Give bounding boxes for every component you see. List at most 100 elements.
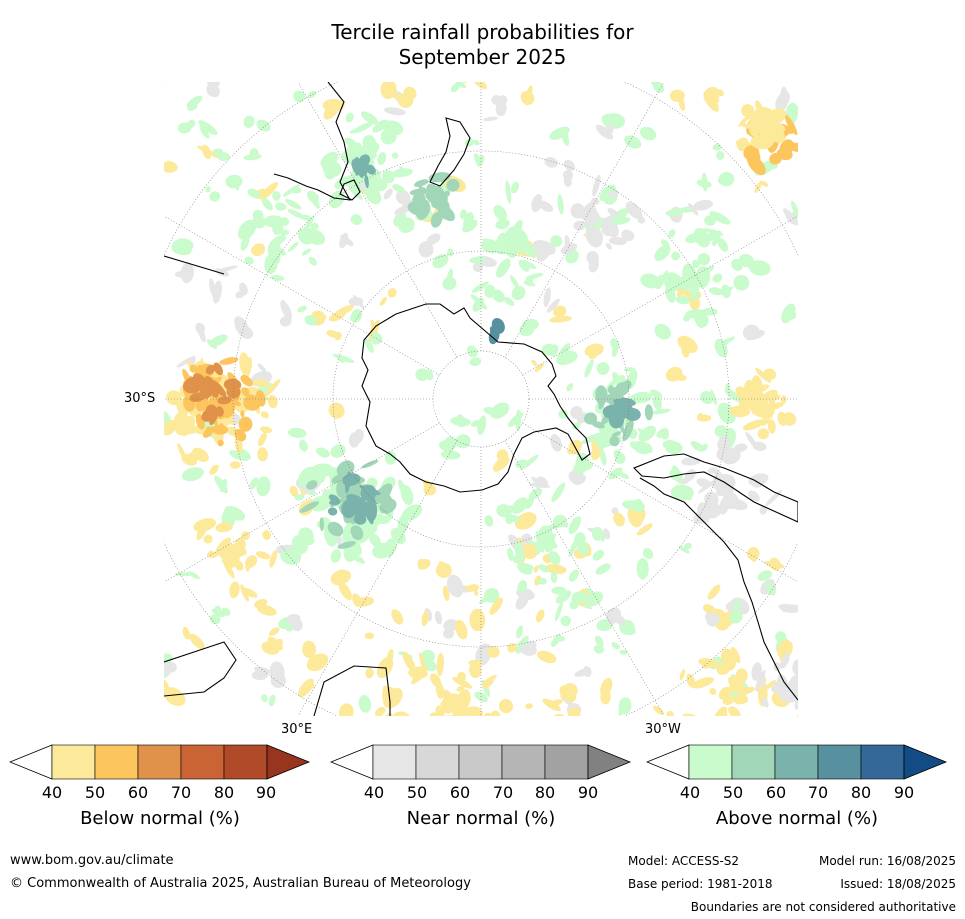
shading-cell: [438, 440, 454, 452]
shading-cell: [785, 213, 798, 226]
shading-cell: [269, 244, 286, 256]
shading-cell: [729, 405, 751, 418]
shading-cell: [571, 591, 589, 604]
shading-cell: [699, 443, 708, 452]
shading-cell: [198, 120, 218, 136]
shading-cell: [515, 635, 529, 654]
shading-cell: [715, 711, 728, 716]
shading-cell: [605, 242, 612, 250]
shading-cell: [543, 287, 551, 308]
shading-cell: [269, 235, 287, 247]
shading-cell: [164, 420, 184, 431]
shading-cell: [264, 379, 281, 397]
shading-cell: [590, 595, 601, 604]
shading-cell: [384, 451, 397, 465]
shading-cell: [348, 297, 364, 306]
shading-cell: [654, 323, 671, 340]
shading-cell: [488, 327, 500, 345]
shading-cell: [608, 467, 623, 480]
shading-cell: [649, 82, 663, 92]
shading-cell: [351, 158, 368, 177]
shading-cell: [745, 108, 765, 120]
coastline-path: [164, 641, 237, 697]
colorbar-extend-high: [266, 744, 311, 780]
shading-cell: [350, 214, 363, 225]
shading-cell: [636, 523, 653, 536]
colorbar-extend-low: [646, 744, 690, 780]
colorbar-segment: [372, 744, 417, 780]
shading-cell: [201, 144, 212, 160]
shading-cell: [364, 174, 369, 189]
shading-cell: [215, 268, 229, 277]
shading-cell: [382, 169, 395, 184]
colorbar-extend-low: [330, 744, 374, 780]
lon-label-30e: 30°E: [281, 722, 313, 737]
shading-cell: [703, 604, 717, 615]
tick-label: 60: [449, 783, 471, 802]
shading-cell: [533, 565, 539, 573]
shading-cell: [172, 238, 194, 254]
shading-cell: [769, 152, 783, 165]
shading-cell: [683, 315, 690, 322]
shading-cell: [701, 307, 718, 316]
shading-cell: [361, 111, 379, 125]
shading-cell: [780, 86, 788, 110]
shading-cell: [505, 231, 520, 246]
shading-cell: [380, 128, 397, 145]
shading-cell: [610, 208, 629, 223]
shading-cell: [525, 272, 544, 280]
shading-cell: [298, 678, 314, 698]
colorbar-segment: [501, 744, 546, 780]
coastline-path: [361, 303, 591, 493]
shading-cell: [550, 571, 558, 584]
shading-cell: [780, 395, 787, 405]
colorbar-segment: [544, 744, 589, 780]
shading-cell: [702, 663, 712, 669]
shading-cell: [707, 467, 719, 474]
shading-cell: [470, 420, 481, 428]
shading-cell: [536, 650, 557, 664]
shading-cell: [430, 211, 443, 228]
shading-cell: [525, 703, 533, 709]
tick-label: 40: [41, 783, 63, 802]
coastline-path: [429, 117, 471, 187]
shading-cell: [551, 482, 566, 503]
map-title: Tercile rainfall probabilities for Septe…: [0, 20, 965, 70]
colorbar-segment: [731, 744, 776, 780]
shading-cell: [473, 139, 480, 146]
shading-cell: [206, 426, 219, 431]
shading-cell: [245, 562, 250, 572]
website-link[interactable]: www.bom.gov.au/climate: [10, 853, 174, 868]
shading-cell: [278, 217, 290, 227]
shading-cell: [555, 590, 572, 604]
shading-cell: [209, 614, 221, 625]
shading-cell: [618, 697, 632, 715]
shading-cell: [670, 484, 694, 501]
shading-cell: [601, 221, 616, 236]
shading-cell: [424, 369, 434, 381]
shading-cell: [257, 447, 268, 462]
shading-cell: [237, 219, 257, 241]
shading-cell: [483, 116, 498, 122]
shading-cell: [308, 256, 317, 266]
shading-cell: [727, 498, 748, 511]
colorbar-segment: [774, 744, 819, 780]
shading-cell: [459, 209, 468, 220]
shading-cell: [551, 586, 567, 595]
shading-cell: [669, 89, 685, 103]
shading-cell: [215, 537, 231, 556]
shading-cell: [484, 674, 497, 684]
coastline-path: [313, 665, 391, 716]
shading-cell: [521, 543, 538, 560]
shading-cell: [568, 535, 580, 558]
shading-cell: [592, 174, 601, 197]
issued-date: Issued: 18/08/2025: [840, 877, 956, 891]
shading-cell: [209, 334, 228, 347]
shading-cell: [742, 324, 760, 341]
shading-cell: [243, 115, 255, 128]
shading-cell: [669, 469, 683, 481]
shading-cell: [633, 511, 641, 518]
shading-cell: [216, 152, 230, 161]
shading-cell: [226, 385, 241, 399]
shading-cell: [469, 256, 486, 264]
